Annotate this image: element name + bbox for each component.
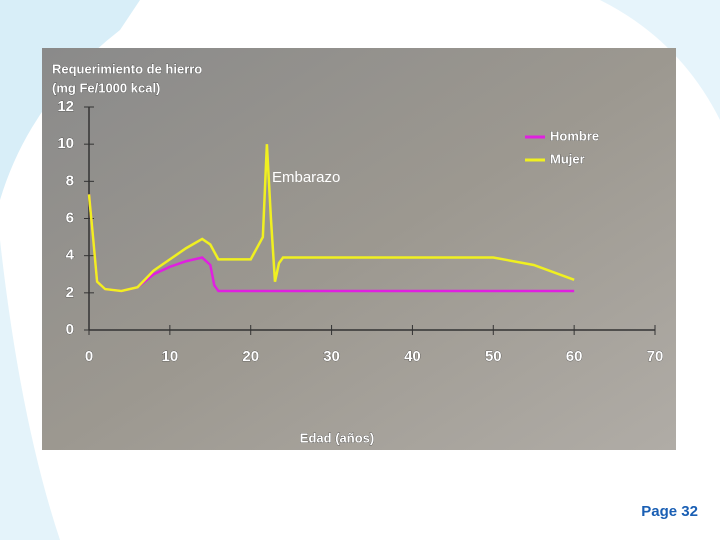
chart-title: Requerimiento de hierro [52, 61, 202, 76]
series-line [87, 144, 575, 293]
x-tick-label: 30 [323, 348, 340, 365]
y-tick-label: 12 [57, 98, 74, 115]
x-tick-label: 60 [566, 348, 583, 365]
decoration [0, 240, 60, 540]
page-number: Page 32 [641, 503, 698, 520]
decoration [600, 0, 720, 120]
x-tick-label: 10 [162, 348, 179, 365]
x-tick-label: 70 [647, 348, 664, 365]
y-tick-label: 8 [66, 172, 74, 189]
x-tick-label: 50 [485, 348, 502, 365]
x-axis-label: Edad (años) [300, 430, 374, 445]
y-tick-label: 2 [66, 284, 74, 301]
y-axis-label: (mg Fe/1000 kcal) [52, 80, 160, 95]
y-tick-label: 0 [66, 321, 74, 338]
legend-label: Mujer [550, 151, 585, 166]
y-tick-label: 6 [66, 209, 74, 226]
decoration [0, 0, 140, 200]
x-tick-label: 40 [404, 348, 421, 365]
legend-label: Hombre [550, 128, 599, 143]
x-tick-label: 0 [85, 348, 93, 365]
y-tick-label: 4 [66, 247, 75, 264]
y-tick-label: 10 [57, 135, 74, 152]
chart-bg [42, 48, 676, 450]
x-tick-label: 20 [242, 348, 259, 365]
annotation: Embarazo [272, 169, 340, 186]
